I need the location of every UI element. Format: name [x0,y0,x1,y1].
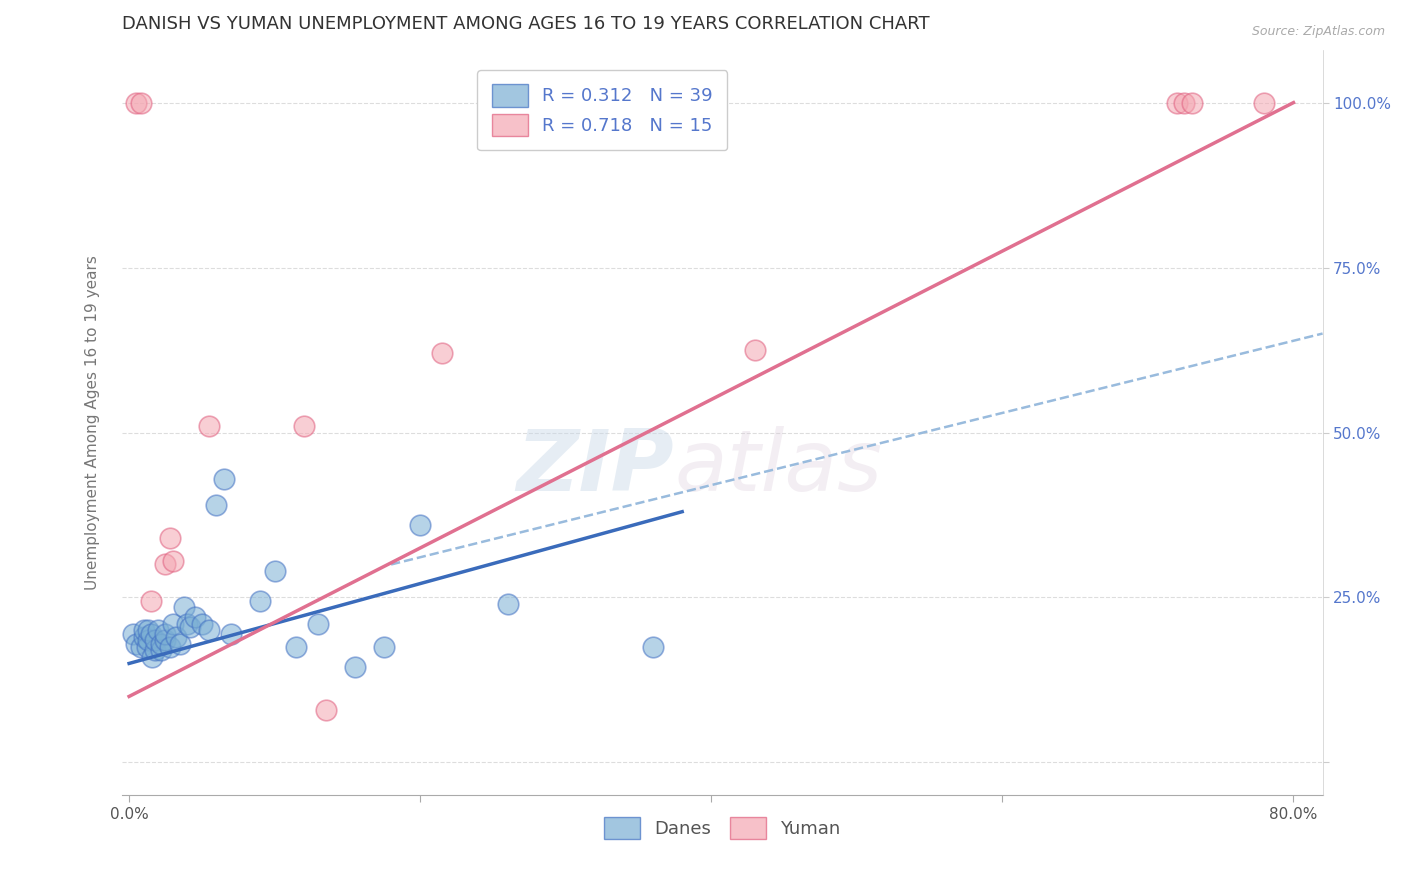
Point [165,630,187,644]
Point [307,616,329,631]
Point [136,624,159,638]
Text: ZIP: ZIP [516,425,673,508]
Point [136,633,159,648]
Point [641,640,664,654]
Point [263,564,285,578]
Point [373,640,395,654]
Point [143,633,166,648]
Y-axis label: Unemployment Among Ages 16 to 19 years: Unemployment Among Ages 16 to 19 years [86,255,100,590]
Point [249,593,271,607]
Point [139,593,162,607]
Point [212,472,235,486]
Point [1166,95,1188,110]
Point [343,659,366,673]
Point [132,630,155,644]
Point [315,703,337,717]
Point [132,624,155,638]
Text: DANISH VS YUMAN UNEMPLOYMENT AMONG AGES 16 TO 19 YEARS CORRELATION CHART: DANISH VS YUMAN UNEMPLOYMENT AMONG AGES … [122,15,929,33]
Point [150,643,173,657]
Point [139,626,162,640]
Point [155,558,177,572]
Point [191,616,214,631]
Text: atlas: atlas [673,425,882,508]
Point [155,633,177,648]
Point [744,343,766,357]
Point [159,531,181,545]
Point [173,600,195,615]
Point [1253,95,1275,110]
Point [122,626,145,640]
Point [292,418,315,433]
Point [219,626,242,640]
Point [183,610,205,624]
Point [176,616,198,631]
Point [162,616,184,631]
Point [169,637,191,651]
Point [125,637,148,651]
Point [179,620,201,634]
Point [159,640,181,654]
Point [129,640,152,654]
Point [135,640,157,654]
Point [125,95,148,110]
Point [1173,95,1195,110]
Point [496,597,519,611]
Point [148,624,170,638]
Point [150,637,173,651]
Point [1181,95,1204,110]
Point [198,418,221,433]
Point [285,640,308,654]
Point [129,95,152,110]
Point [409,517,432,532]
Point [155,626,177,640]
Point [198,624,221,638]
Point [141,649,163,664]
Point [205,498,228,512]
Legend: Danes, Yuman: Danes, Yuman [596,810,848,846]
Text: Source: ZipAtlas.com: Source: ZipAtlas.com [1251,25,1385,38]
Point [430,346,453,360]
Point [143,643,166,657]
Point [162,554,184,568]
